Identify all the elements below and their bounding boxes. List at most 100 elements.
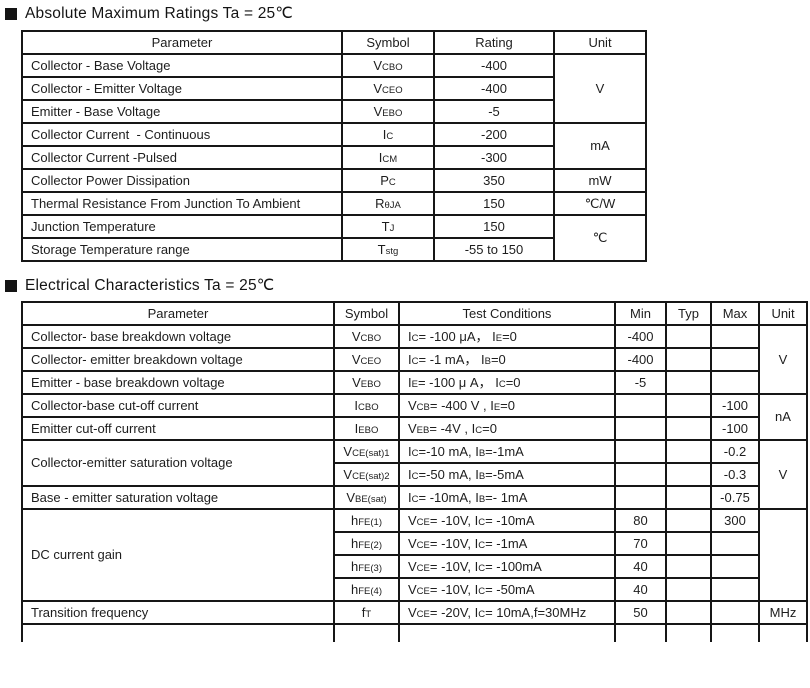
max-cell: -0.3	[710, 462, 760, 487]
unit-cell	[758, 623, 808, 642]
table-row: Collector- base breakdown voltage VCBO I…	[21, 324, 808, 395]
rating-cell: -5	[433, 99, 555, 124]
table-row: DC current gain hFE(1) VCE= -10V, IC= -1…	[21, 508, 808, 602]
test-conditions-cell: VCB= -400 V , IE=0	[398, 393, 616, 418]
max-cell	[710, 577, 760, 602]
table-row: Collector-base cut-off current ICBO VCB=…	[21, 393, 808, 441]
symbol-cell: hFE(4)	[333, 577, 400, 602]
typ-cell	[665, 416, 712, 441]
test-conditions-cell: VCE= -20V, IC= 10mA,f=30MHz	[398, 600, 616, 625]
typ-cell	[665, 600, 712, 625]
absolute-maximum-ratings-table: Parameter Symbol Rating Unit Collector -…	[21, 30, 647, 262]
max-cell	[710, 370, 760, 395]
max-cell: -100	[710, 416, 760, 441]
parameter-cell: Base - emitter saturation voltage	[21, 485, 335, 510]
test-conditions-cell: VEB= -4V , IC=0	[398, 416, 616, 441]
unit-cell: mW	[553, 168, 647, 193]
min-cell: 40	[614, 577, 667, 602]
test-conditions-cell: IE= -100 μ A， IC=0	[398, 370, 616, 395]
test-conditions-cell: VCE= -10V, IC= -50mA	[398, 577, 616, 602]
symbol-cell: VEBO	[333, 370, 400, 395]
min-cell: 40	[614, 554, 667, 579]
table-row: hFE(3) VCE= -10V, IC= -100mA 40	[22, 554, 807, 579]
section-bullet-icon	[5, 279, 17, 292]
max-cell	[710, 347, 760, 372]
symbol-cell: RθJA	[341, 191, 435, 216]
min-cell: -5	[614, 370, 667, 395]
table-row: Emitter - base breakdown voltage VEBO IE…	[21, 370, 807, 395]
max-cell: 300	[710, 508, 760, 533]
section-title-text: Electrical Characteristics Ta = 25℃	[25, 277, 275, 294]
typ-cell	[665, 324, 712, 349]
table-row: Collector Current - Continuous IC -200 m…	[21, 122, 647, 170]
parameter-cell: Thermal Resistance From Junction To Ambi…	[21, 191, 343, 216]
max-cell: -0.75	[710, 485, 760, 510]
header-rating: Rating	[433, 30, 555, 55]
symbol-cell: hFE(1)	[333, 508, 400, 533]
test-conditions-cell: IC= -1 mA， IB=0	[398, 347, 616, 372]
table-row: Base - emitter saturation voltage VBE(sa…	[21, 485, 807, 510]
symbol-cell: VCEO	[341, 76, 435, 101]
electrical-characteristics-table: Parameter Symbol Test Conditions Min Typ…	[21, 301, 808, 642]
typ-cell	[665, 439, 712, 464]
header-symbol: Symbol	[333, 301, 400, 326]
unit-cell: nA	[758, 393, 808, 441]
table-row: hFE(2) VCE= -10V, IC= -1mA 70	[22, 531, 807, 556]
parameter-cell: Storage Temperature range	[21, 237, 343, 262]
table-row: Thermal Resistance From Junction To Ambi…	[21, 191, 647, 216]
parameter-cell: Collector - Base Voltage	[21, 53, 343, 78]
typ-cell	[665, 370, 712, 395]
typ-cell	[665, 347, 712, 372]
rating-cell: -55 to 150	[433, 237, 555, 262]
min-cell: 70	[614, 531, 667, 556]
rating-cell: 150	[433, 191, 555, 216]
min-cell	[614, 485, 667, 510]
header-symbol: Symbol	[341, 30, 435, 55]
max-cell	[710, 554, 760, 579]
symbol-cell: ICBO	[333, 393, 400, 418]
max-cell: -100	[710, 393, 760, 418]
header-parameter: Parameter	[21, 30, 343, 55]
symbol-cell: VCEO	[333, 347, 400, 372]
section-bullet-icon	[5, 7, 17, 20]
typ-cell	[665, 577, 712, 602]
min-cell	[614, 462, 667, 487]
parameter-cell: Collector- base breakdown voltage	[21, 324, 335, 349]
table-row: Transition frequency fT VCE= -20V, IC= 1…	[21, 600, 808, 625]
table-row: Collector-emitter saturation voltage VCE…	[21, 439, 808, 510]
test-conditions-cell: IC= -100 μA， IE=0	[398, 324, 616, 349]
unit-cell: V	[758, 324, 808, 395]
symbol-cell: hFE(3)	[333, 554, 400, 579]
parameter-cell: Collector-emitter saturation voltage	[21, 439, 335, 487]
parameter-cell: Collector Power Dissipation	[21, 168, 343, 193]
typ-cell	[665, 462, 712, 487]
typ-cell	[665, 393, 712, 418]
table-row: Collector Current -Pulsed ICM -300	[21, 145, 646, 170]
test-conditions-cell: IC=-50 mA, IB=-5mA	[398, 462, 616, 487]
test-conditions-cell: IC=-10 mA, IB=-1mA	[398, 439, 616, 464]
header-unit: Unit	[553, 30, 647, 55]
symbol-cell: PC	[341, 168, 435, 193]
max-cell: -0.2	[710, 439, 760, 464]
max-cell	[710, 600, 760, 625]
test-conditions-cell: IC= -10mA, IB=- 1mA	[398, 485, 616, 510]
header-unit: Unit	[758, 301, 808, 326]
unit-cell: mA	[553, 122, 647, 170]
unit-cell: ℃	[553, 214, 647, 262]
rating-cell: -200	[433, 122, 555, 147]
parameter-cell: Collector Current -Pulsed	[21, 145, 343, 170]
parameter-cell: Collector Current - Continuous	[21, 122, 343, 147]
header-typ: Typ	[665, 301, 712, 326]
parameter-cell: Junction Temperature	[21, 214, 343, 239]
table-header-row: Parameter Symbol Rating Unit	[21, 30, 647, 55]
min-cell: 50	[614, 600, 667, 625]
unit-cell: ℃/W	[553, 191, 647, 216]
rating-cell: -400	[433, 53, 555, 78]
symbol-cell: VBE(sat)	[333, 485, 400, 510]
header-parameter: Parameter	[21, 301, 335, 326]
min-cell: 80	[614, 508, 667, 533]
min-cell	[614, 623, 667, 642]
symbol-cell: VCE(sat)1	[333, 439, 400, 464]
test-conditions-cell: VCE= -10V, IC= -100mA	[398, 554, 616, 579]
min-cell	[614, 393, 667, 418]
